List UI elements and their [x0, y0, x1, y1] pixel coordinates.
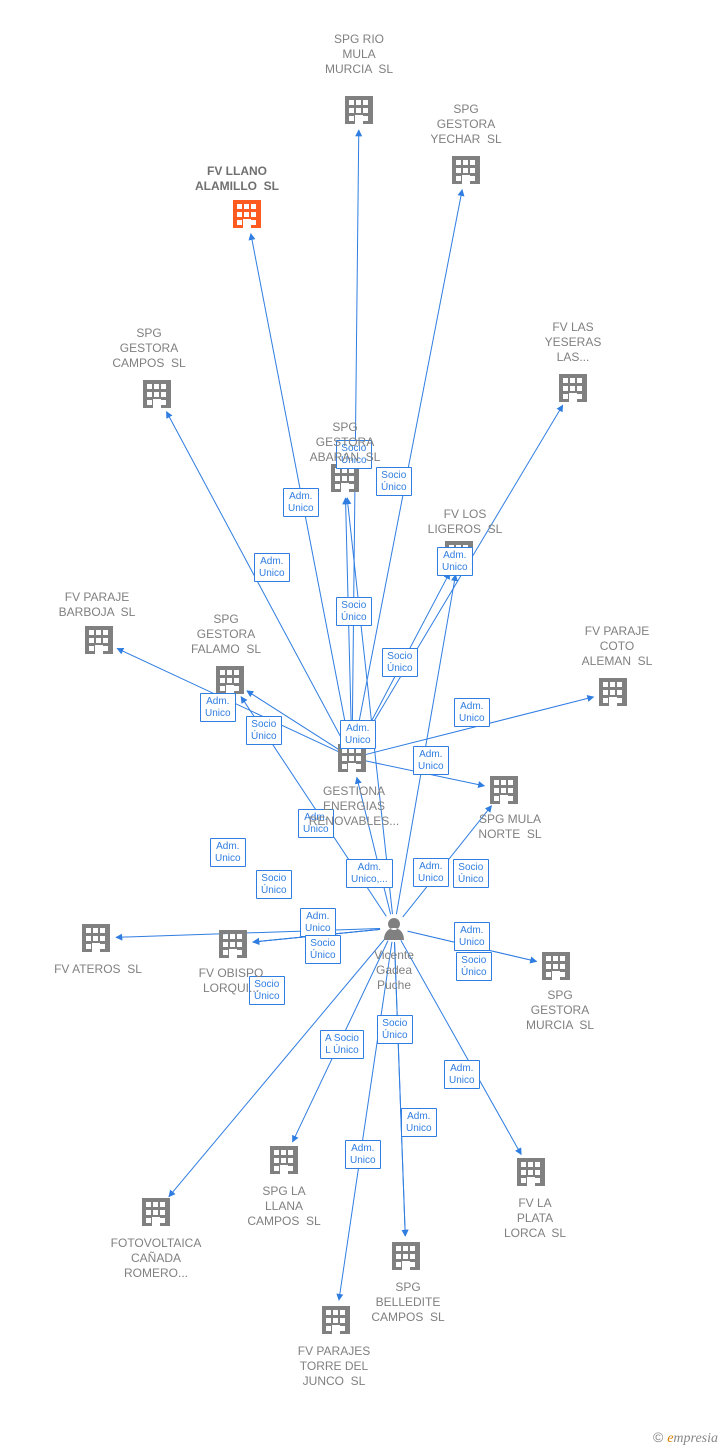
node-label: FV PARAJECOTOALEMAN SL — [567, 624, 667, 669]
edge-label: Adm.Unico — [283, 488, 319, 517]
edge-label: SocioÚnico — [246, 716, 282, 745]
building-icon — [82, 924, 110, 952]
node-label: FV LASYESERASLAS... — [528, 320, 618, 365]
company-node[interactable] — [216, 666, 244, 694]
building-icon — [559, 374, 587, 402]
edge-label: A SocioL Único — [320, 1030, 364, 1059]
building-icon — [452, 156, 480, 184]
node-label: SPG MULANORTE SL — [460, 812, 560, 842]
building-icon — [599, 678, 627, 706]
company-node[interactable] — [85, 626, 113, 654]
node-label: SPGGESTORAYECHAR SL — [421, 102, 511, 147]
building-icon — [542, 952, 570, 980]
node-label: FV LLANOALAMILLO SL — [177, 164, 297, 194]
edge-label: SocioÚnico — [453, 859, 489, 888]
node-label: FV ATEROS SL — [38, 962, 158, 977]
node-label: SPG LALLANACAMPOS SL — [234, 1184, 334, 1229]
edge-label: Adm.Unico — [340, 720, 376, 749]
building-icon — [270, 1146, 298, 1174]
building-icon — [143, 380, 171, 408]
building-icon — [142, 1198, 170, 1226]
company-node[interactable] — [270, 1146, 298, 1174]
edge-label: SocioÚnico — [377, 1015, 413, 1044]
company-node[interactable] — [490, 776, 518, 804]
node-label: SPGGESTORACAMPOS SL — [99, 326, 199, 371]
building-icon — [517, 1158, 545, 1186]
edge-label: Adm.Unico — [210, 838, 246, 867]
company-node[interactable] — [452, 156, 480, 184]
building-icon — [233, 200, 261, 228]
edge-label: SocioÚnico — [456, 952, 492, 981]
company-node[interactable] — [559, 374, 587, 402]
company-node[interactable] — [82, 924, 110, 952]
edge-label: Adm.Unico — [300, 908, 336, 937]
edge — [339, 942, 392, 1300]
edge-label: Adm.Unico — [454, 698, 490, 727]
copyright-symbol: © — [653, 1429, 663, 1445]
building-icon — [216, 666, 244, 694]
company-node[interactable] — [542, 952, 570, 980]
edge — [347, 498, 392, 914]
company-node[interactable] — [143, 380, 171, 408]
edge-label: Adm.Unico — [401, 1108, 437, 1137]
edge-label: SocioÚnico — [336, 597, 372, 626]
edge-label: Adm.Unico — [345, 1140, 381, 1169]
node-label: SPGGESTORAABARAN SL — [290, 420, 400, 465]
company-node[interactable] — [517, 1158, 545, 1186]
person-node[interactable] — [384, 918, 404, 940]
edge-label: SocioÚnico — [382, 648, 418, 677]
company-node[interactable] — [345, 96, 373, 124]
node-label: FV OBISPOLORQUI... — [181, 966, 281, 996]
building-icon — [345, 96, 373, 124]
building-icon — [392, 1242, 420, 1270]
building-icon — [85, 626, 113, 654]
node-label: FOTOVOLTAICACAÑADAROMERO... — [91, 1236, 221, 1281]
node-label: SPG RIOMULAMURCIA SL — [314, 32, 404, 77]
node-label: SPGGESTORAMURCIA SL — [510, 988, 610, 1033]
company-node[interactable] — [233, 200, 261, 228]
edge-label: Adm.Unico — [200, 693, 236, 722]
person-icon — [384, 918, 404, 940]
node-label: SPGBELLEDITECAMPOS SL — [358, 1280, 458, 1325]
building-icon — [322, 1306, 350, 1334]
edge-label: SocioÚnico — [305, 935, 341, 964]
building-icon — [490, 776, 518, 804]
edge-label: Adm.Unico,... — [346, 859, 393, 888]
edge-label: Adm.Unico — [437, 547, 473, 576]
node-label: SPGGESTORAFALAMO SL — [176, 612, 276, 657]
brand-rest: mpresia — [673, 1431, 718, 1446]
edge-label: Adm.Unico — [444, 1060, 480, 1089]
node-label: GESTIONAENERGIASRENOVABLES... — [294, 784, 414, 829]
company-node[interactable] — [599, 678, 627, 706]
edge-label: Adm.Unico — [413, 858, 449, 887]
node-label: FV PARAJESTORRE DELJUNCO SL — [284, 1344, 384, 1389]
edge-label: Adm.Unico — [254, 553, 290, 582]
company-node[interactable] — [322, 1306, 350, 1334]
node-label: FV LAPLATALORCA SL — [485, 1196, 585, 1241]
edge-label: Adm.Unico — [413, 746, 449, 775]
node-label: FV LOSLIGEROS SL — [415, 507, 515, 537]
company-node[interactable] — [142, 1198, 170, 1226]
node-label: FV PARAJEBARBOJA SL — [42, 590, 152, 620]
edge-label: SocioÚnico — [256, 870, 292, 899]
edge-label: SocioÚnico — [376, 467, 412, 496]
company-node[interactable] — [392, 1242, 420, 1270]
footer-copyright: © empresia — [653, 1429, 718, 1447]
node-label: VicenteGadeaPuche — [359, 948, 429, 993]
edge-label: Adm.Unico — [454, 922, 490, 951]
